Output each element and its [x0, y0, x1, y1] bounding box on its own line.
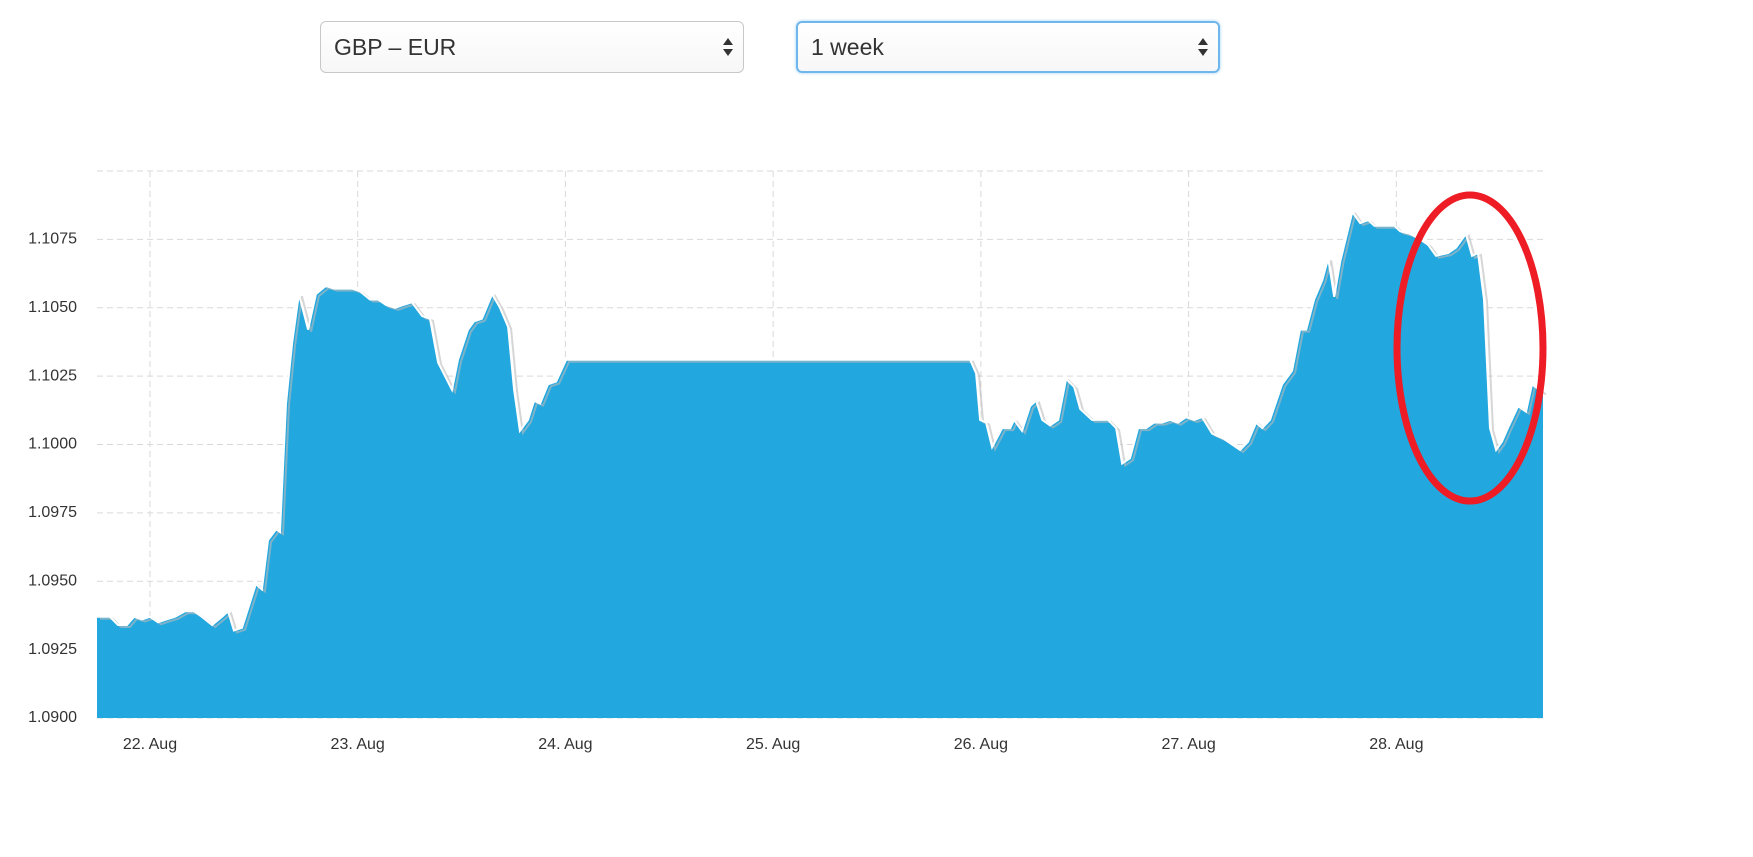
pair-label: GBP – EUR — [334, 34, 457, 60]
y-tick-label: 1.1000 — [28, 436, 77, 453]
y-tick-label: 1.1025 — [28, 367, 77, 384]
x-tick-label: 22. Aug — [123, 736, 177, 753]
x-tick-label: 24. Aug — [538, 736, 592, 753]
line — [97, 209, 1544, 632]
select-arrows — [723, 38, 733, 56]
marks — [97, 209, 1547, 718]
period-select[interactable]: 1 week — [796, 21, 1220, 73]
x-tick-label: 26. Aug — [954, 736, 1008, 753]
period-label: 1 week — [811, 34, 884, 60]
y-tick-label: 1.0925 — [28, 641, 77, 658]
x-tick-label: 28. Aug — [1369, 736, 1423, 753]
y-tick-label: 1.0975 — [28, 504, 77, 521]
area — [97, 212, 1543, 718]
y-tick-label: 1.1050 — [28, 299, 77, 316]
y-tick-label: 1.1075 — [28, 231, 77, 248]
y-tick-label: 1.0900 — [28, 709, 77, 726]
x-tick-label: 25. Aug — [746, 736, 800, 753]
labels: 1.0900 1.0925 1.0950 1.0975 1.1000 1.1025 1.10… — [28, 231, 1423, 754]
select-arrows — [1198, 38, 1208, 56]
pair-select[interactable]: GBP – EUR — [320, 21, 744, 73]
x-tick-label: 27. Aug — [1161, 736, 1215, 753]
y-tick-label: 1.0950 — [28, 572, 77, 589]
x-tick-label: 23. Aug — [331, 736, 385, 753]
highlight-circle — [1393, 191, 1547, 505]
